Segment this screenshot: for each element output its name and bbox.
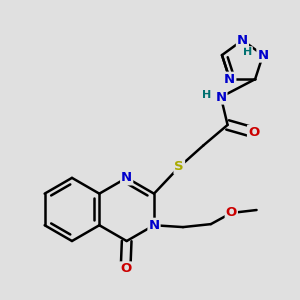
- Text: O: O: [248, 126, 259, 139]
- Text: H: H: [202, 90, 212, 100]
- Text: N: N: [215, 91, 226, 103]
- Text: O: O: [120, 262, 131, 275]
- Text: S: S: [175, 160, 184, 173]
- Text: O: O: [226, 206, 237, 220]
- Text: N: N: [237, 34, 248, 47]
- Text: N: N: [121, 171, 132, 184]
- Text: H: H: [243, 47, 252, 57]
- Text: N: N: [224, 73, 235, 86]
- Text: N: N: [257, 49, 268, 62]
- Text: N: N: [148, 219, 160, 232]
